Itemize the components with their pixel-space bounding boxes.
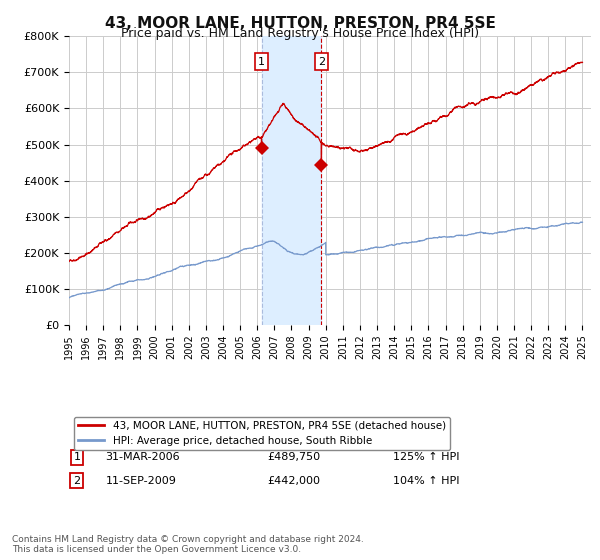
Bar [262, 36, 322, 325]
Text: £489,750: £489,750 [268, 452, 320, 463]
Text: 11-SEP-2009: 11-SEP-2009 [106, 475, 176, 486]
Text: 104% ↑ HPI: 104% ↑ HPI [392, 475, 459, 486]
Text: 31-MAR-2006: 31-MAR-2006 [106, 452, 180, 463]
Text: 43, MOOR LANE, HUTTON, PRESTON, PR4 5SE: 43, MOOR LANE, HUTTON, PRESTON, PR4 5SE [104, 16, 496, 31]
Text: Price paid vs. HM Land Registry's House Price Index (HPI): Price paid vs. HM Land Registry's House … [121, 27, 479, 40]
Text: 2: 2 [318, 57, 325, 67]
Text: 1: 1 [73, 452, 80, 463]
Text: Contains HM Land Registry data © Crown copyright and database right 2024.
This d: Contains HM Land Registry data © Crown c… [12, 535, 364, 554]
Text: 2: 2 [73, 475, 80, 486]
Text: £442,000: £442,000 [268, 475, 320, 486]
Text: 1: 1 [258, 57, 265, 67]
Legend: 43, MOOR LANE, HUTTON, PRESTON, PR4 5SE (detached house), HPI: Average price, de: 43, MOOR LANE, HUTTON, PRESTON, PR4 5SE … [74, 417, 450, 450]
Text: 125% ↑ HPI: 125% ↑ HPI [392, 452, 459, 463]
